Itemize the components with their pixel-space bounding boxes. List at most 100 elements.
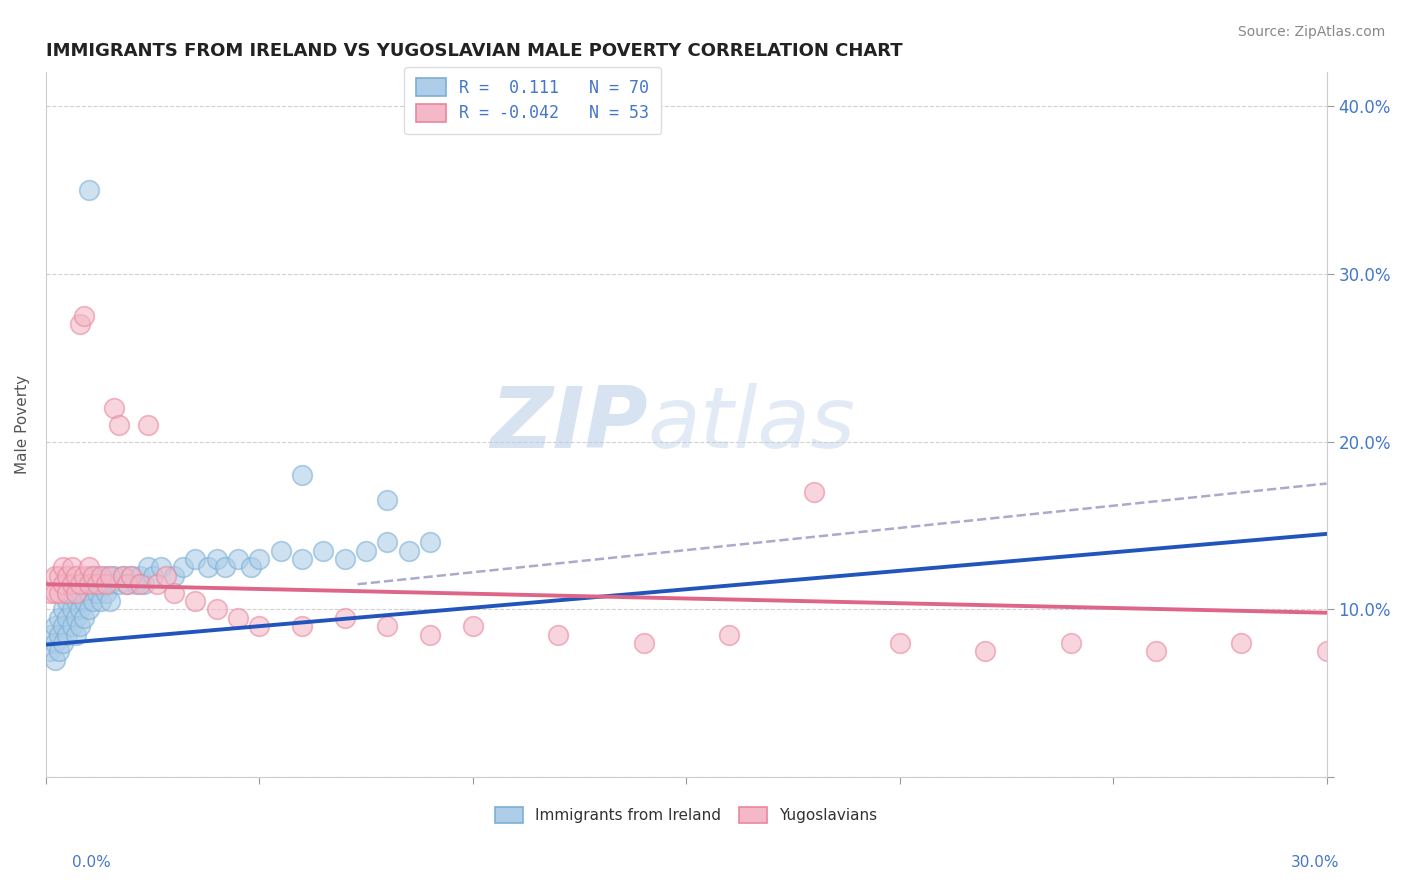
Point	[1059, 636, 1081, 650]
Point	[52, 577, 75, 591]
Point	[291, 552, 314, 566]
Point	[1316, 644, 1339, 658]
Point	[77, 569, 100, 583]
Point	[56, 594, 79, 608]
Point	[60, 602, 83, 616]
Point	[86, 577, 108, 591]
Text: Source: ZipAtlas.com: Source: ZipAtlas.com	[1237, 25, 1385, 39]
Point	[115, 577, 138, 591]
Point	[56, 585, 79, 599]
Point	[239, 560, 262, 574]
Text: ZIP: ZIP	[491, 384, 648, 467]
Point	[124, 577, 146, 591]
Point	[103, 569, 125, 583]
Point	[103, 401, 125, 415]
Point	[138, 417, 160, 432]
Point	[94, 577, 117, 591]
Point	[120, 569, 142, 583]
Point	[889, 636, 911, 650]
Point	[65, 585, 87, 599]
Point	[73, 309, 96, 323]
Point	[197, 560, 219, 574]
Point	[44, 619, 66, 633]
Point	[44, 653, 66, 667]
Point	[77, 577, 100, 591]
Point	[134, 577, 156, 591]
Point	[48, 585, 70, 599]
Point	[44, 636, 66, 650]
Point	[82, 569, 104, 583]
Point	[461, 619, 484, 633]
Point	[77, 602, 100, 616]
Point	[48, 569, 70, 583]
Point	[69, 577, 91, 591]
Point	[312, 543, 335, 558]
Point	[270, 543, 292, 558]
Point	[547, 627, 569, 641]
Point	[60, 619, 83, 633]
Point	[39, 644, 62, 658]
Text: atlas: atlas	[648, 384, 856, 467]
Point	[52, 560, 75, 574]
Point	[718, 627, 741, 641]
Point	[377, 493, 399, 508]
Point	[377, 535, 399, 549]
Point	[44, 585, 66, 599]
Text: IMMIGRANTS FROM IRELAND VS YUGOSLAVIAN MALE POVERTY CORRELATION CHART: IMMIGRANTS FROM IRELAND VS YUGOSLAVIAN M…	[46, 42, 903, 60]
Point	[111, 569, 134, 583]
Point	[98, 577, 121, 591]
Point	[205, 552, 228, 566]
Point	[172, 560, 194, 574]
Point	[56, 627, 79, 641]
Point	[65, 627, 87, 641]
Point	[73, 577, 96, 591]
Point	[73, 594, 96, 608]
Point	[249, 619, 271, 633]
Point	[419, 535, 441, 549]
Point	[107, 577, 129, 591]
Point	[633, 636, 655, 650]
Point	[90, 594, 112, 608]
Point	[291, 468, 314, 483]
Text: 30.0%: 30.0%	[1291, 855, 1339, 870]
Point	[60, 585, 83, 599]
Point	[138, 560, 160, 574]
Point	[48, 627, 70, 641]
Point	[73, 611, 96, 625]
Text: 0.0%: 0.0%	[72, 855, 111, 870]
Point	[419, 627, 441, 641]
Point	[48, 611, 70, 625]
Point	[1144, 644, 1167, 658]
Point	[146, 577, 169, 591]
Point	[128, 569, 150, 583]
Point	[1230, 636, 1253, 650]
Point	[90, 577, 112, 591]
Point	[77, 560, 100, 574]
Point	[128, 577, 150, 591]
Point	[107, 417, 129, 432]
Point	[69, 602, 91, 616]
Point	[377, 619, 399, 633]
Point	[94, 585, 117, 599]
Point	[249, 552, 271, 566]
Point	[111, 569, 134, 583]
Point	[39, 627, 62, 641]
Point	[184, 594, 207, 608]
Point	[69, 585, 91, 599]
Point	[184, 552, 207, 566]
Point	[214, 560, 236, 574]
Point	[291, 619, 314, 633]
Point	[163, 569, 186, 583]
Point	[82, 577, 104, 591]
Point	[974, 644, 997, 658]
Point	[98, 594, 121, 608]
Point	[226, 552, 249, 566]
Point	[94, 569, 117, 583]
Point	[52, 602, 75, 616]
Point	[73, 569, 96, 583]
Point	[60, 577, 83, 591]
Point	[803, 484, 825, 499]
Point	[398, 543, 420, 558]
Y-axis label: Male Poverty: Male Poverty	[15, 376, 30, 475]
Point	[226, 611, 249, 625]
